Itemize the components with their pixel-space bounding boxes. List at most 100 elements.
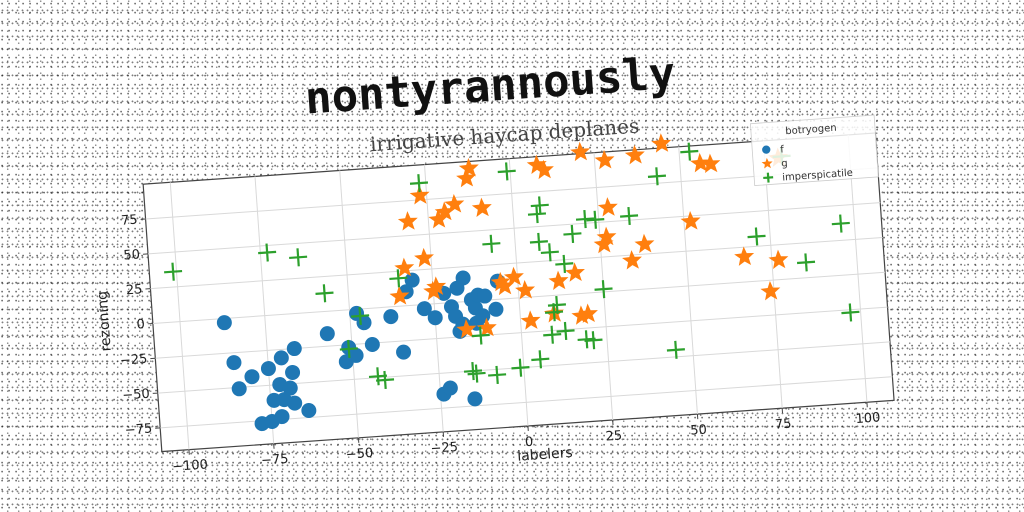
series-f xyxy=(216,270,505,432)
data-point-plus xyxy=(497,162,516,181)
x-tick-label: 50 xyxy=(690,423,708,439)
data-point-plus xyxy=(409,174,429,193)
y-tick-label: 75 xyxy=(121,213,139,229)
x-gridline xyxy=(169,182,190,450)
data-point-circle xyxy=(286,341,302,357)
data-point-star xyxy=(458,157,479,178)
data-point-star xyxy=(397,211,418,231)
data-point-star xyxy=(394,257,415,278)
data-point-plus xyxy=(543,325,562,344)
legend-marker-plus xyxy=(763,172,774,183)
x-gridline xyxy=(847,134,868,403)
data-point-star xyxy=(503,266,524,287)
x-tick-label: 0 xyxy=(524,435,533,451)
data-point-star xyxy=(456,167,477,188)
data-point-star xyxy=(594,149,615,170)
data-point-circle xyxy=(348,347,364,363)
data-point-plus xyxy=(530,196,549,215)
data-point-circle xyxy=(244,369,260,385)
legend-marker-star xyxy=(761,157,773,169)
x-tick-label: 75 xyxy=(775,417,793,433)
chart-rotated-group: nontyrannously irrigative haycap deplane… xyxy=(95,48,895,475)
data-point-plus xyxy=(389,269,408,288)
data-point-star xyxy=(428,209,449,229)
data-point-plus xyxy=(584,331,603,350)
data-point-circle xyxy=(383,309,399,325)
data-point-plus xyxy=(258,243,277,262)
data-point-plus xyxy=(376,370,395,390)
data-point-plus xyxy=(620,206,639,226)
legend-label: imperspicatile xyxy=(782,168,853,184)
data-point-plus xyxy=(315,284,334,303)
chart-title: nontyrannously xyxy=(303,48,677,125)
y-gridline xyxy=(147,202,881,255)
data-point-star xyxy=(564,262,585,282)
data-point-circle xyxy=(477,288,493,304)
data-point-circle xyxy=(442,380,458,396)
data-point-circle xyxy=(285,364,301,380)
data-point-star xyxy=(471,197,492,218)
y-tick-label: −25 xyxy=(119,352,147,369)
data-point-plus xyxy=(841,303,860,322)
data-point-star xyxy=(570,141,591,162)
data-point-circle xyxy=(216,315,232,331)
data-point-plus xyxy=(482,234,501,253)
data-point-star xyxy=(494,275,515,296)
data-point-plus xyxy=(351,306,370,326)
data-point-star xyxy=(409,185,430,205)
x-tick-label: −25 xyxy=(430,440,458,457)
data-point-plus xyxy=(747,227,766,246)
data-point-plus xyxy=(563,224,582,244)
data-point-star xyxy=(456,319,477,339)
data-point-star xyxy=(768,249,789,269)
x-gridline xyxy=(762,140,783,409)
x-tick-label: −100 xyxy=(172,457,209,474)
y-tick-label: 50 xyxy=(123,247,141,263)
y-tick-label: −50 xyxy=(122,387,150,404)
legend-title: botryogen xyxy=(785,123,837,138)
data-point-star xyxy=(624,144,645,165)
x-tick-label: −75 xyxy=(261,452,289,469)
x-gridline xyxy=(339,170,359,438)
data-point-star xyxy=(426,276,447,296)
data-point-plus xyxy=(594,280,613,299)
data-point-star xyxy=(596,226,617,247)
data-point-circle xyxy=(455,270,471,286)
data-point-circle xyxy=(287,395,303,411)
data-point-star xyxy=(734,246,755,266)
data-point-circle xyxy=(273,350,289,366)
data-point-plus xyxy=(555,254,574,273)
data-point-plus xyxy=(547,295,567,315)
data-point-circle xyxy=(427,310,443,326)
data-point-circle xyxy=(301,403,317,419)
data-point-star xyxy=(680,211,701,231)
data-point-star xyxy=(520,310,541,330)
legend-marker-circle xyxy=(762,145,771,154)
y-gridline xyxy=(155,306,888,359)
x-tick-label: 100 xyxy=(855,410,881,427)
data-point-circle xyxy=(274,409,290,425)
data-point-star xyxy=(760,281,781,301)
data-point-star xyxy=(434,201,455,221)
data-point-star xyxy=(444,193,465,214)
data-point-plus xyxy=(339,339,358,358)
axis-ticks: −100 −75 −50 −25 0 25 50 75 100 −75 −50 −25 0 25 50 75 xyxy=(119,213,881,475)
data-point-circle xyxy=(488,301,504,317)
legend-label: g xyxy=(781,158,788,169)
x-tick-label: 25 xyxy=(605,428,623,444)
data-point-star xyxy=(597,197,618,217)
data-point-circle xyxy=(364,336,380,352)
data-point-star xyxy=(634,233,655,254)
data-point-star xyxy=(700,153,721,173)
data-point-plus xyxy=(647,167,667,186)
data-point-plus xyxy=(575,210,595,229)
data-point-plus xyxy=(796,253,816,272)
data-point-plus xyxy=(471,326,490,345)
y-tick-label: 0 xyxy=(136,317,145,333)
y-tick-label: −75 xyxy=(124,421,152,438)
data-point-plus xyxy=(527,204,547,224)
data-point-star xyxy=(690,152,711,173)
data-point-plus xyxy=(666,340,685,359)
legend-label: f xyxy=(780,144,785,155)
